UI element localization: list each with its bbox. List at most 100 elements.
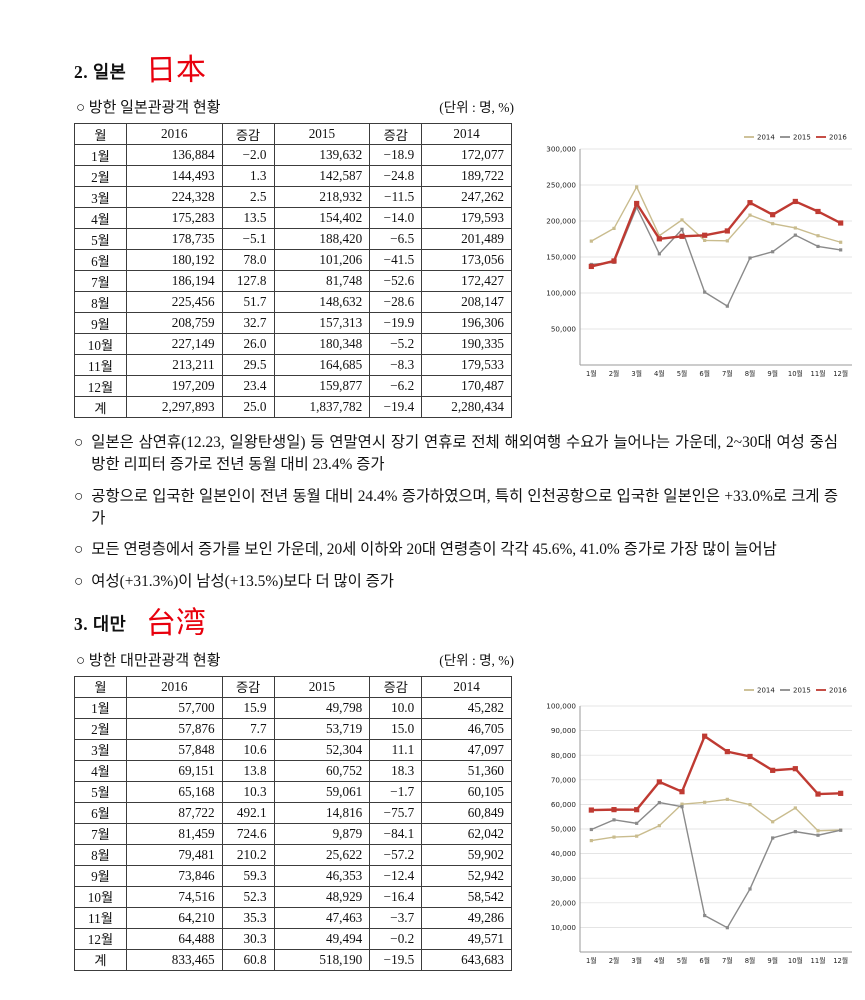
value-cell: −6.5: [369, 228, 423, 250]
value-cell: 2,297,893: [125, 396, 223, 418]
x-tick-label: 9월: [767, 956, 778, 965]
value-cell: −12.4: [369, 864, 423, 887]
series-2015-marker: [589, 827, 593, 832]
value-cell: 186,194: [125, 270, 223, 292]
value-cell: −16.4: [369, 885, 423, 908]
x-tick-label: 3월: [631, 369, 642, 378]
value-cell: 172,077: [421, 144, 512, 166]
value-cell: 148,632: [273, 291, 371, 313]
month-cell: 2월: [74, 165, 127, 187]
value-cell: 10.6: [221, 738, 275, 761]
bullet-text: 일본은 삼연휴(12.23, 일왕탄생일) 등 연말연시 장기 연휴로 전체 해…: [91, 434, 838, 474]
y-tick-label: 80,000: [551, 751, 577, 760]
series-2016-marker: [792, 198, 798, 205]
taiwan-table-chart-row: 월 2016 증감 2015 증감 2014 1월 57,700 15.9 49,798 10.0 4…: [74, 675, 852, 975]
y-tick-label: 20,000: [551, 898, 577, 907]
table-header-row: 월 2016 증감 2015 증감 2014: [74, 675, 512, 698]
y-tick-label: 100,000: [546, 289, 576, 298]
series-2015-line: [591, 801, 841, 929]
value-cell: −75.7: [369, 801, 423, 824]
value-cell: 25,622: [273, 843, 371, 866]
taiwan-visitors-table: 월 2016 증감 2015 증감 2014 1월 57,700 15.9 49,798 10.0 4…: [74, 675, 512, 971]
series-2014-line: [590, 185, 841, 243]
value-cell: −5.1: [221, 228, 275, 250]
value-cell: 59,902: [421, 843, 512, 866]
taiwan-unit-label: (단위 : 명, %): [439, 652, 514, 668]
table-row: 12월 64,488 30.3 49,494 −0.2 49,571: [74, 927, 512, 950]
value-cell: 190,335: [421, 333, 512, 355]
series-2014-marker: [793, 226, 797, 230]
value-cell: 10.0: [369, 696, 423, 719]
value-cell: 78.0: [221, 249, 275, 271]
value-cell: 208,759: [125, 312, 223, 334]
series-2014-marker: [771, 222, 775, 226]
series-2014-marker: [703, 800, 707, 804]
x-tick-label: 5월: [677, 369, 688, 378]
series-2016-line: [591, 200, 842, 268]
value-cell: 224,328: [125, 186, 223, 208]
month-cell: 7월: [74, 270, 127, 292]
taiwan-subtitle-row: ○ 방한 대만관광객 현황 (단위 : 명, %): [76, 649, 514, 670]
table-row: 4월 69,151 13.8 60,752 18.3 51,360: [74, 759, 512, 782]
series-2014-marker: [635, 834, 639, 838]
value-cell: −18.9: [369, 144, 423, 166]
month-cell: 5월: [74, 228, 127, 250]
value-cell: 46,353: [273, 864, 371, 887]
y-tick-label: 50,000: [551, 325, 577, 334]
x-tick-label: 11월: [811, 956, 826, 965]
value-cell: 178,735: [125, 228, 223, 250]
y-tick-label: 250,000: [546, 181, 576, 190]
value-cell: 60,849: [421, 801, 512, 824]
value-cell: 52,304: [273, 738, 371, 761]
series-2014-marker: [589, 838, 593, 843]
japan-heading-row: 2. 일본 日本: [74, 52, 839, 88]
value-cell: 15.9: [221, 696, 275, 719]
table-row: 계 833,465 60.8 518,190 −19.5 643,683: [74, 948, 512, 971]
series-2016-marker: [838, 790, 844, 796]
series-2014-marker: [771, 820, 775, 824]
table-row: 6월 180,192 78.0 101,206 −41.5 173,056: [74, 249, 512, 271]
series-2016-marker: [679, 233, 685, 239]
value-cell: 518,190: [273, 948, 371, 971]
column-header: 2014: [421, 123, 512, 145]
series-2015-marker: [748, 256, 752, 260]
taiwan-trend-chart: 10,000 20,000 30,000 40,000 50,000 60,000 70,0…: [528, 678, 858, 975]
value-cell: 51.7: [221, 291, 275, 313]
bullet-text: 공항으로 입국한 일본인이 전년 동월 대비 24.4% 증가하였으며, 특히 …: [91, 487, 838, 527]
value-cell: −2.0: [221, 144, 275, 166]
japan-visitors-table: 월 2016 증감 2015 증감 2014 1월 136,884 −2.0 139,632 −18…: [74, 123, 512, 418]
table-row: 8월 79,481 210.2 25,622 −57.2 59,902: [74, 843, 512, 866]
table-row: 11월 213,211 29.5 164,685 −8.3 179,533: [74, 354, 512, 376]
value-cell: 81,459: [125, 822, 223, 845]
x-tick-label: 5월: [677, 956, 688, 965]
x-tick-label: 4월: [654, 956, 665, 965]
value-cell: −0.2: [369, 927, 423, 950]
x-tick-label: 12월: [833, 369, 848, 378]
month-cell: 9월: [74, 312, 127, 334]
value-cell: 247,262: [421, 186, 512, 208]
value-cell: 170,487: [421, 375, 512, 397]
series-2016-marker: [611, 258, 617, 264]
value-cell: 10.3: [221, 780, 275, 803]
table-row: 9월 73,846 59.3 46,353 −12.4 52,942: [74, 864, 512, 887]
value-cell: 1,837,782: [273, 396, 371, 418]
value-cell: 51,360: [421, 759, 512, 782]
series-2015-marker: [839, 828, 843, 832]
value-cell: 64,488: [125, 927, 223, 950]
value-cell: −19.5: [369, 948, 423, 971]
value-cell: 64,210: [125, 906, 223, 929]
table-row: 9월 208,759 32.7 157,313 −19.9 196,306: [74, 312, 512, 334]
table-header-row: 월 2016 증감 2015 증감 2014: [74, 123, 512, 145]
taiwan-section-title: 3. 대만: [74, 614, 127, 635]
value-cell: 13.8: [221, 759, 275, 782]
value-cell: 49,571: [421, 927, 512, 950]
series-2016-marker: [702, 232, 708, 238]
value-cell: 180,348: [273, 333, 371, 355]
series-2016-marker: [611, 806, 617, 813]
value-cell: 136,884: [125, 144, 223, 166]
x-tick-label: 10월: [788, 369, 803, 378]
value-cell: 189,722: [421, 165, 512, 187]
series-2014-marker: [635, 185, 639, 189]
value-cell: 157,313: [273, 312, 371, 334]
value-cell: 833,465: [125, 948, 223, 971]
